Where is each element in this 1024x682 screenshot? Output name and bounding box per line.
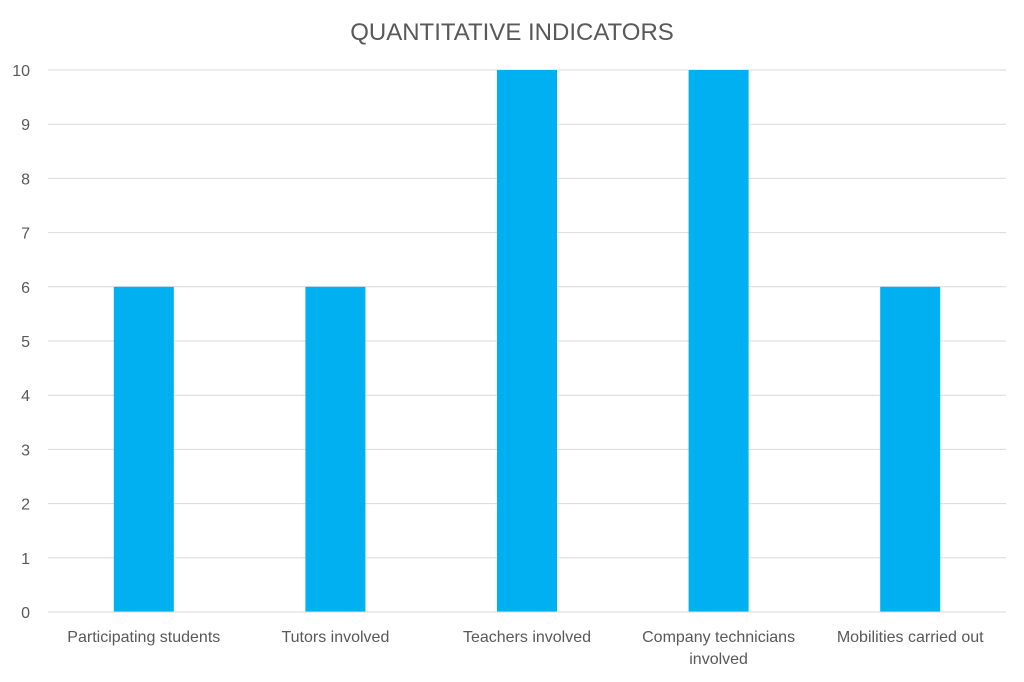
bar [497,70,557,612]
y-tick-label: 3 [21,442,30,459]
bar [688,70,749,612]
y-tick-label: 10 [12,63,30,80]
x-category-label-line: Mobilities carried out [837,629,984,646]
y-tick-label: 1 [21,551,30,568]
bars [113,70,941,612]
x-category-label: Teachers involved [463,629,591,646]
x-category-label-line: involved [689,651,748,668]
x-category-label: Participating students [67,629,220,646]
x-category-label: Mobilities carried out [837,629,984,646]
y-tick-label: 6 [21,280,30,297]
x-category-label-line: Tutors involved [281,629,389,646]
x-category-label: Company technicians involved [642,629,795,668]
y-tick-label: 2 [21,497,30,514]
bar [305,286,366,612]
y-tick-label: 5 [21,334,30,351]
bar [113,286,174,612]
x-category-label-line: Participating students [67,629,220,646]
y-tick-label: 0 [21,605,30,622]
y-tick-label: 7 [21,226,30,243]
y-tick-label: 9 [21,117,30,134]
y-tick-label: 8 [21,171,30,188]
x-axis-categories: Participating students Tutors involved Tea… [67,629,984,668]
x-category-label-line: Company technicians [642,629,795,646]
chart-title: QUANTITATIVE INDICATORS [350,19,674,46]
y-tick-label: 4 [21,388,30,405]
y-axis-ticks: 0 1 2 3 4 5 6 7 8 9 10 [12,63,30,622]
x-category-label-line: Teachers involved [463,629,591,646]
x-category-label: Tutors involved [281,629,389,646]
bar [880,286,941,612]
